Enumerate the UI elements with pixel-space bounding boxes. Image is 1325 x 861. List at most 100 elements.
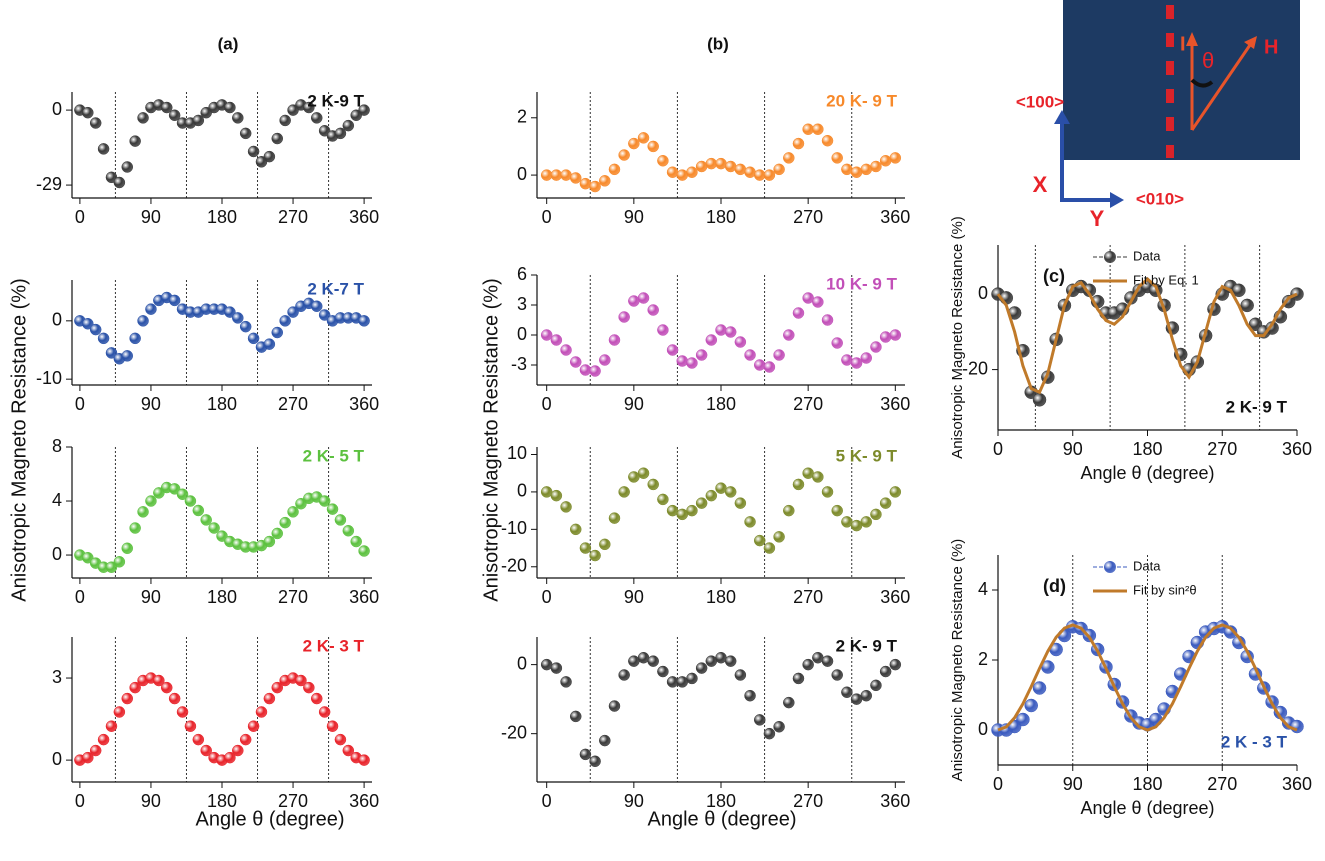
panel-label: (a) [218, 34, 239, 53]
data-point [263, 692, 276, 705]
data-point [271, 681, 284, 694]
data-point [783, 329, 795, 341]
data-point [724, 326, 737, 338]
current-label: I [1180, 33, 1186, 55]
data-point [860, 352, 873, 364]
data-point [618, 149, 630, 161]
x-tick-label: 0 [542, 791, 552, 811]
data-point [200, 744, 212, 757]
legend-label: Data [1133, 558, 1161, 573]
data-point [705, 655, 718, 667]
y-tick-label: 0 [52, 99, 62, 119]
data-point [686, 357, 698, 369]
data-point [569, 356, 582, 368]
data-point [82, 106, 94, 119]
data-point [666, 504, 679, 517]
data-point [579, 177, 592, 190]
y-tick-label: 2 [978, 649, 988, 669]
data-point [657, 493, 669, 506]
data-point [342, 119, 355, 132]
y-axis-label: Anisotropic Magneto Resistance (%) [8, 278, 30, 601]
data-point [889, 152, 902, 164]
data-point [153, 487, 165, 499]
data-point [279, 315, 291, 327]
x-axis-label: Angle θ (degree) [1080, 798, 1214, 818]
y-tick-label: 3 [52, 667, 62, 687]
data-point [676, 169, 689, 181]
data-point [550, 169, 563, 181]
data-point [342, 524, 355, 537]
data-point [263, 150, 276, 163]
x-tick-label: 90 [1063, 774, 1083, 794]
x-tick-label: 0 [993, 439, 1003, 459]
data-point [666, 344, 679, 356]
annotation: 5 K- 9 T [836, 446, 898, 465]
x-tick-label: 0 [542, 394, 552, 414]
data-point [821, 134, 834, 147]
data-point [239, 733, 252, 746]
data-point [821, 314, 834, 326]
data-point [715, 324, 727, 336]
data-point [579, 364, 592, 376]
x-tick-label: 180 [706, 394, 736, 414]
data-point [540, 329, 553, 341]
data-point [686, 166, 698, 178]
data-point [129, 681, 141, 694]
data-point [569, 523, 582, 536]
data-point [287, 506, 299, 518]
data-point [850, 357, 863, 369]
data-point [271, 527, 284, 540]
x-axis-label: Angle θ (degree) [1080, 463, 1214, 483]
data-point [176, 706, 189, 718]
data-point [763, 727, 776, 740]
data-point [232, 312, 244, 324]
data-point [608, 700, 621, 712]
legend-marker [1104, 561, 1116, 573]
data-point [841, 686, 853, 698]
data-point [550, 662, 563, 674]
data-point [628, 655, 640, 667]
data-point [666, 676, 679, 688]
data-point [579, 748, 592, 761]
data-point [637, 651, 650, 664]
y-tick-label: 0 [52, 544, 62, 564]
data-point [326, 503, 339, 515]
data-point [224, 751, 236, 764]
x-tick-label: 270 [1207, 439, 1237, 459]
x-tick-label: 0 [75, 587, 85, 607]
data-point [121, 350, 134, 362]
panel-label: (d) [1043, 576, 1066, 596]
x-tick-label: 0 [542, 207, 552, 227]
data-point [860, 689, 873, 702]
data-point [1240, 298, 1254, 313]
data-point [168, 294, 181, 307]
data-point [200, 514, 212, 526]
data-point [216, 530, 228, 542]
data-point [168, 692, 181, 705]
data-point [802, 658, 814, 671]
data-point [153, 674, 165, 687]
y-tick-label: 10 [507, 443, 527, 463]
data-point [310, 300, 323, 312]
x-tick-label: 0 [993, 774, 1003, 794]
data-point [841, 516, 853, 528]
data-point [271, 326, 284, 339]
x-tick-label: 90 [141, 207, 161, 227]
data-point [628, 295, 640, 307]
data-point [589, 365, 601, 377]
data-point [618, 486, 630, 498]
data-point [239, 127, 252, 140]
data-point [89, 744, 102, 757]
data-point [295, 674, 307, 687]
data-point [637, 467, 650, 479]
data-point [889, 486, 902, 498]
data-point [831, 504, 843, 517]
data-point [160, 101, 173, 114]
y-tick-label: 0 [978, 283, 988, 303]
data-point [334, 127, 347, 140]
x-tick-label: 360 [880, 791, 910, 811]
x-tick-label: 0 [75, 791, 85, 811]
data-point [812, 296, 824, 308]
data-point [1290, 719, 1304, 734]
data-point [870, 679, 882, 692]
